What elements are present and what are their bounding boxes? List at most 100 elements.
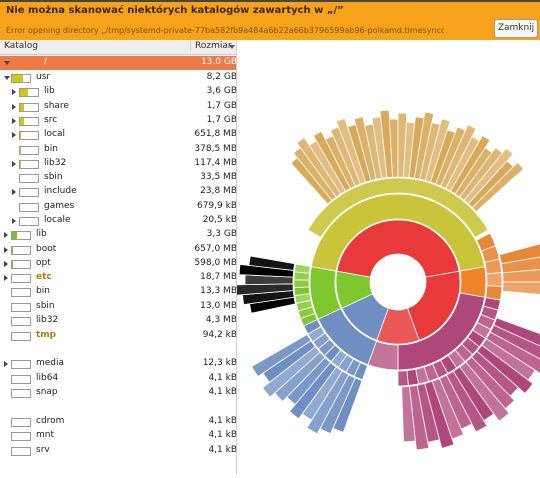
size-bar (11, 432, 31, 441)
expand-right-icon[interactable] (4, 247, 8, 253)
sort-descending-icon (229, 45, 235, 49)
column-header-directory[interactable]: Katalog (4, 41, 38, 51)
tree-header: Katalog Rozmiar (0, 40, 237, 55)
tree-row[interactable]: lib 3,6 GB (0, 85, 237, 99)
tree-row-size: 3,6 GB (192, 86, 237, 96)
ring-segment-lib-sub[interactable] (295, 264, 311, 273)
tree-row-size: 20,5 kB (192, 215, 237, 225)
tree-row-name: lib32 (36, 315, 58, 325)
tree-row-name: opt (36, 258, 51, 268)
tree-row[interactable]: lib32 4,3 MB (0, 314, 237, 328)
expand-down-icon[interactable] (4, 76, 10, 80)
size-bar (11, 260, 31, 269)
close-button[interactable]: Zamknij (494, 19, 538, 38)
warning-infobar: Nie można skanować niektórych katalogów … (0, 0, 540, 40)
tree-row-size: 4,1 kB (192, 373, 237, 383)
tree-row-name: lib (44, 86, 55, 96)
ring-segment-lib-sub[interactable] (294, 287, 310, 296)
ring-chart-svg[interactable] (237, 40, 540, 474)
expand-right-icon[interactable] (4, 275, 8, 281)
expand-down-icon[interactable] (4, 61, 10, 65)
tree-row-size: 4,1 kB (192, 416, 237, 426)
expand-right-icon[interactable] (4, 361, 8, 367)
tree-row-size: 679,9 kB (192, 201, 237, 211)
size-bar (19, 174, 39, 183)
size-bar (11, 360, 31, 369)
expand-right-icon[interactable] (12, 161, 16, 167)
tree-row-size: 4,1 kB (192, 430, 237, 440)
tree-row-name: lib (36, 229, 47, 239)
size-bar (19, 188, 39, 197)
expand-right-icon[interactable] (12, 189, 16, 195)
size-bar (19, 88, 39, 97)
expand-right-icon[interactable] (4, 261, 8, 267)
tree-row-size: 13,0 MB (192, 301, 237, 311)
expand-right-icon[interactable] (4, 232, 8, 238)
tree-row-size: 33,5 MB (192, 172, 237, 182)
size-bar (11, 274, 31, 283)
tree-row-name: bin (44, 144, 58, 154)
size-bar (11, 447, 31, 456)
ring-chart[interactable] (237, 40, 540, 474)
tree-row[interactable]: bin 378,5 MB (0, 143, 237, 157)
ring-center[interactable] (371, 255, 425, 309)
ring-segment-lib-sub[interactable] (294, 280, 309, 288)
ring-segment-fringe[interactable] (503, 282, 540, 295)
size-bar (19, 146, 39, 155)
expand-right-icon[interactable] (12, 218, 16, 224)
size-bar-fill (20, 118, 24, 125)
size-bar-fill (12, 75, 23, 82)
tree-row-name: srv (36, 445, 50, 455)
tree-row[interactable]: /13,0 GB (0, 56, 237, 70)
size-bar-fill (20, 132, 21, 139)
tree-row-size: 1,7 GB (192, 101, 237, 111)
size-bar (11, 288, 31, 297)
ring-segment-opt-sub[interactable] (487, 273, 502, 287)
size-bar (19, 117, 39, 126)
expand-right-icon[interactable] (12, 89, 16, 95)
ring-segment-opt[interactable] (460, 267, 486, 298)
infobar-title: Nie można skanować niektórych katalogów … (6, 5, 344, 16)
expand-right-icon[interactable] (12, 118, 16, 124)
expand-right-icon[interactable] (12, 132, 16, 138)
size-bar (19, 131, 39, 140)
tree-row-size: 378,5 MB (192, 144, 237, 154)
tree-row-size: 657,0 MB (192, 244, 237, 254)
size-bar-fill (20, 147, 21, 154)
size-bar (19, 103, 39, 112)
tree-row-name: locale (44, 215, 71, 225)
size-bar (11, 418, 31, 427)
tree-row-size: 12,3 kB (192, 358, 237, 368)
tree-row-size: 8,2 GB (192, 72, 237, 82)
expand-right-icon[interactable] (12, 104, 16, 110)
size-bar (11, 231, 31, 240)
tree-row[interactable]: cdrom 4,1 kB (0, 415, 237, 429)
tree-row-name: cdrom (36, 416, 64, 426)
tree-row-size: 4,3 MB (192, 315, 237, 325)
column-header-size[interactable]: Rozmiar (190, 41, 232, 51)
ring-segment-src-sub[interactable] (398, 371, 408, 386)
tree-row[interactable]: locale 20,5 kB (0, 214, 237, 228)
ring-segment-opt-sub[interactable] (486, 286, 502, 300)
